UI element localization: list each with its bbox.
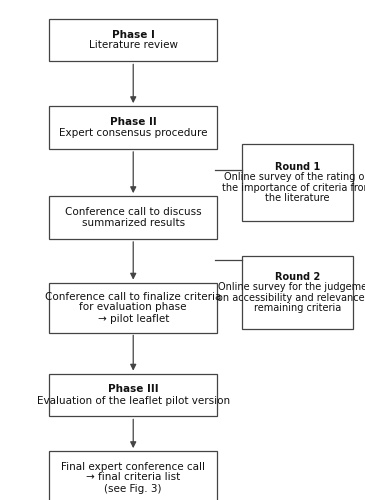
Text: for evaluation phase: for evaluation phase	[80, 302, 187, 312]
Text: → pilot leaflet: → pilot leaflet	[97, 314, 169, 324]
Text: (see Fig. 3): (see Fig. 3)	[104, 484, 162, 494]
FancyBboxPatch shape	[49, 282, 217, 333]
Text: Literature review: Literature review	[89, 40, 178, 50]
Text: → final criteria list: → final criteria list	[86, 472, 180, 482]
Text: Round 1: Round 1	[275, 162, 320, 172]
Text: Online survey for the judgement: Online survey for the judgement	[218, 282, 365, 292]
Text: Round 2: Round 2	[275, 272, 320, 282]
Text: Expert consensus procedure: Expert consensus procedure	[59, 128, 207, 138]
Text: the importance of criteria from: the importance of criteria from	[222, 182, 365, 192]
Text: Phase III: Phase III	[108, 384, 158, 394]
Text: Final expert conference call: Final expert conference call	[61, 462, 205, 471]
FancyBboxPatch shape	[242, 144, 353, 221]
Text: summarized results: summarized results	[82, 218, 185, 228]
Text: Phase I: Phase I	[112, 30, 155, 40]
FancyBboxPatch shape	[49, 18, 217, 61]
FancyBboxPatch shape	[242, 256, 353, 329]
FancyBboxPatch shape	[49, 196, 217, 239]
Text: Conference call to finalize criteria: Conference call to finalize criteria	[45, 292, 222, 302]
FancyBboxPatch shape	[49, 451, 217, 500]
Text: Phase II: Phase II	[110, 117, 157, 127]
Text: on accessibility and relevance of: on accessibility and relevance of	[218, 292, 365, 302]
Text: Evaluation of the leaflet pilot version: Evaluation of the leaflet pilot version	[36, 396, 230, 406]
FancyBboxPatch shape	[49, 106, 217, 149]
Text: Conference call to discuss: Conference call to discuss	[65, 207, 201, 217]
Text: remaining criteria: remaining criteria	[254, 303, 341, 313]
Text: the literature: the literature	[265, 193, 330, 203]
FancyBboxPatch shape	[49, 374, 217, 416]
Text: Online survey of the rating on: Online survey of the rating on	[224, 172, 365, 182]
